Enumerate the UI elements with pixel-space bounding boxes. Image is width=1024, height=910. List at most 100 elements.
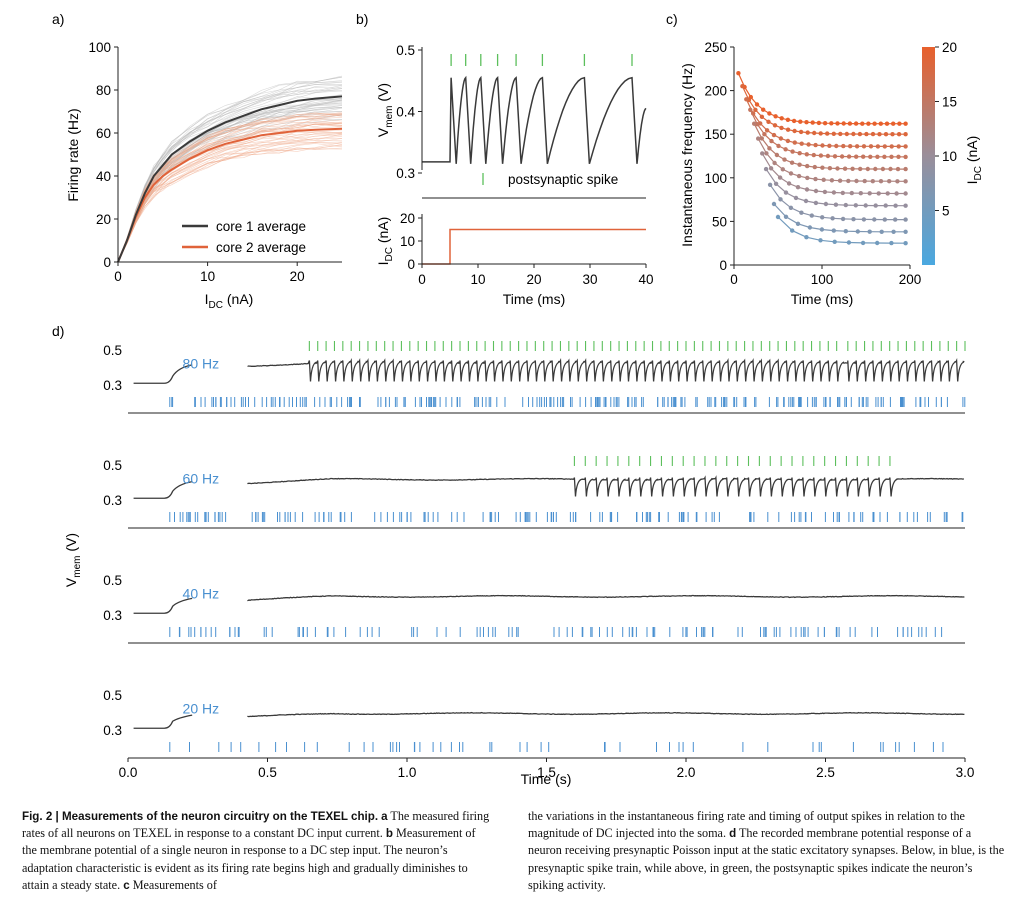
panel-b-chart: 0.3 0.4 0.5 0 10 20 0 10 20 30 40 Vmem (V) IDC (nA… — [375, 43, 654, 307]
frequency-point — [854, 154, 859, 159]
panel-b-xtick-label: 30 — [582, 272, 597, 287]
frequency-point — [792, 140, 797, 145]
frequency-point — [805, 175, 810, 181]
frequency-point — [810, 120, 815, 125]
frequency-point — [835, 166, 840, 171]
frequency-point — [903, 166, 908, 172]
frequency-point — [798, 129, 804, 135]
panel-d-rows: 0.5 0.3 80 Hz 0.5 0.3 60 Hz 0.5 0.3 40 Hz 0.5 0.3 2… — [103, 341, 966, 759]
frequency-point — [861, 154, 866, 159]
frequency-point — [841, 143, 846, 149]
panel-c-ytick-label: 100 — [704, 171, 727, 186]
frequency-point — [812, 164, 817, 170]
frequency-series-line — [769, 184, 906, 221]
core2-neuron-trace — [117, 133, 343, 263]
panel-b-top-ytick-label: 0.3 — [396, 166, 415, 181]
frequency-point — [736, 71, 741, 76]
panel-a-xtick-label: 0 — [114, 269, 122, 284]
panel-c-xtick-label: 0 — [730, 272, 738, 287]
frequency-point — [830, 216, 835, 221]
frequency-point — [825, 131, 830, 136]
frequency-point — [797, 151, 802, 156]
frequency-point — [875, 240, 880, 246]
colorbar-ticks: 5 10 15 20 — [935, 40, 957, 219]
frequency-point — [884, 121, 890, 126]
panel-b-xtick-label: 0 — [418, 272, 426, 287]
frequency-point — [866, 121, 871, 126]
frequency-point — [823, 201, 829, 207]
frequency-point — [872, 217, 877, 222]
colorbar-tick-label: 15 — [942, 95, 957, 110]
frequency-point — [807, 225, 813, 230]
frequency-point — [821, 177, 826, 182]
frequency-point — [804, 120, 809, 125]
panel-c-ytick-label: 50 — [712, 214, 727, 229]
panel-a-legend: core 1 average core 2 average — [182, 219, 306, 255]
panel-b-label: b) — [356, 11, 368, 27]
frequency-point — [873, 203, 878, 208]
frequency-point — [805, 130, 810, 135]
frequency-point — [839, 154, 845, 159]
frequency-point — [783, 147, 788, 152]
frequency-point — [748, 107, 753, 113]
panel-b-xtick-label: 10 — [470, 272, 485, 287]
frequency-point — [854, 178, 859, 184]
panel-d-ylabel: Vmem (V) — [63, 533, 83, 587]
frequency-point — [889, 240, 894, 246]
caption-a-label: a — [381, 810, 388, 823]
frequency-point — [844, 131, 849, 137]
frequency-point — [857, 131, 863, 137]
frequency-point — [850, 166, 855, 171]
row-ytick-label: 0.3 — [103, 608, 122, 623]
vmem-row-2: 0.5 0.3 40 Hz — [103, 573, 965, 644]
frequency-point — [888, 166, 893, 172]
frequency-point — [813, 200, 819, 206]
core2-average-line — [117, 127, 343, 263]
frequency-point — [893, 217, 898, 222]
vmem-row-1: 0.5 0.3 60 Hz — [103, 456, 965, 529]
frequency-point — [903, 144, 908, 149]
vmem-trace — [247, 594, 965, 602]
colorbar — [922, 47, 935, 265]
frequency-point — [875, 154, 880, 159]
frequency-point — [879, 229, 884, 234]
frequency-point — [863, 203, 868, 208]
panel-c-ytick-label: 150 — [704, 127, 727, 142]
vmem-row-3: 0.5 0.3 20 Hz — [103, 688, 965, 759]
frequency-point — [818, 153, 824, 158]
frequency-point — [903, 179, 908, 184]
frequency-point — [771, 201, 777, 207]
panel-d-xtick-label: 0.5 — [258, 765, 277, 780]
frequency-point — [831, 228, 836, 233]
frequency-point — [813, 142, 818, 148]
frequency-point — [786, 181, 792, 186]
frequency-point — [769, 138, 774, 144]
frequency-point — [832, 154, 838, 159]
frequency-point — [795, 185, 801, 190]
panel-a-neuron-traces — [117, 75, 343, 263]
frequency-point — [813, 188, 819, 194]
panel-b-top-ytick-label: 0.4 — [396, 105, 415, 120]
frequency-point — [889, 154, 894, 159]
core1-neuron-trace — [117, 76, 343, 263]
frequency-point — [827, 166, 833, 171]
frequency-point — [799, 141, 804, 146]
frequency-point — [792, 128, 797, 134]
frequency-point — [903, 217, 908, 222]
caption-left: Fig. 2 | Measurements of the neuron circ… — [22, 808, 492, 894]
vmem-initial-step — [133, 364, 193, 384]
frequency-point — [754, 102, 760, 107]
frequency-point — [806, 142, 811, 147]
caption-a-text: The measured firing rates of all neurons… — [22, 809, 490, 841]
frequency-point — [849, 190, 854, 196]
frequency-point — [790, 228, 795, 233]
frequency-point — [860, 240, 866, 246]
panel-c-series — [736, 71, 908, 246]
rate-label: 40 Hz — [183, 586, 220, 602]
panel-a-xtick-label: 10 — [200, 269, 215, 284]
frequency-point — [843, 229, 848, 234]
frequency-point — [864, 131, 869, 137]
frequency-point — [858, 191, 863, 196]
caption-d-text: The recorded membrane potential response… — [528, 826, 1005, 892]
frequency-point — [842, 166, 848, 171]
